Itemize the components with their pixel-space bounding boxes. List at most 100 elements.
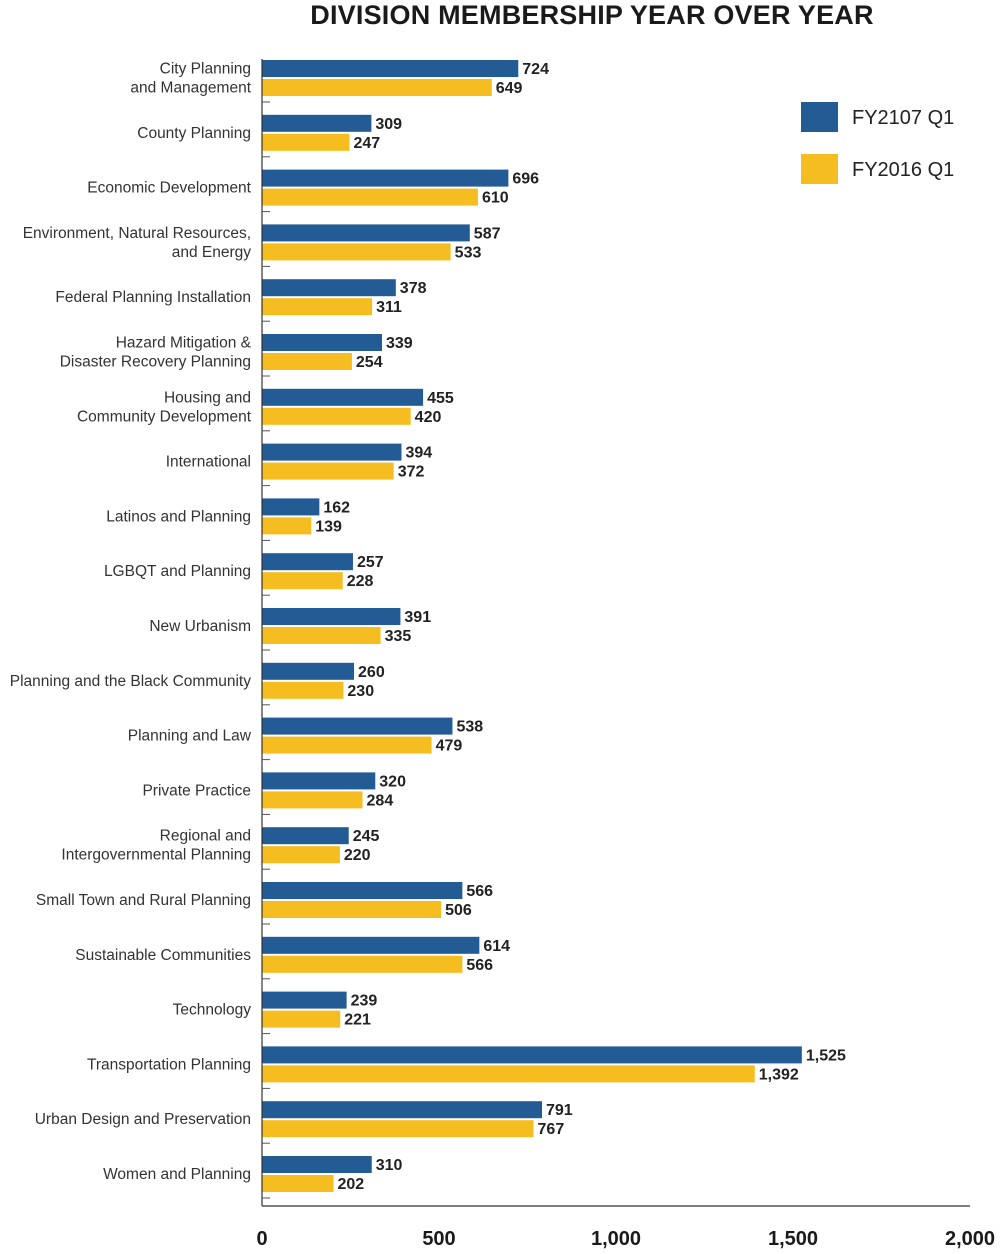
axes: [261, 59, 970, 1207]
bar: [262, 1046, 802, 1064]
value-label: 455: [427, 390, 454, 407]
value-label: 587: [474, 225, 501, 242]
bar: [262, 407, 411, 425]
bar: [262, 353, 352, 370]
chart-title: DIVISION MEMBERSHIP YEAR OVER YEAR: [310, 0, 873, 30]
bar: [262, 1120, 534, 1138]
value-label: 228: [347, 573, 374, 590]
value-label: 566: [466, 957, 493, 974]
category-label-line: New Urbanism: [149, 618, 251, 635]
bar: [262, 608, 401, 625]
category-label-line: International: [166, 454, 251, 471]
category-label-line: and Management: [130, 80, 251, 97]
category-label-line: Regional and: [160, 828, 251, 845]
legend-swatch: [801, 102, 838, 132]
bar: [262, 991, 347, 1009]
category-label: Planning and Law: [128, 728, 252, 745]
bar: [262, 443, 402, 461]
category-label-line: and Energy: [172, 244, 252, 261]
bar: [262, 1010, 341, 1028]
bar: [262, 388, 424, 406]
bar: [262, 553, 353, 571]
value-label: 372: [398, 464, 425, 481]
bar: [262, 60, 519, 77]
category-label: Sustainable Communities: [75, 947, 251, 964]
category-label-line: Economic Development: [87, 180, 251, 197]
bar: [262, 517, 312, 535]
bar: [262, 224, 470, 242]
category-label-line: Private Practice: [142, 782, 251, 799]
value-label: 310: [376, 1157, 403, 1174]
category-label-line: Planning and the Black Community: [10, 673, 251, 690]
x-tick-labels: 0 500 1,000 1,500 2,000: [256, 1228, 995, 1250]
bar: [262, 169, 509, 187]
bar: [262, 772, 376, 790]
bar: [262, 882, 463, 899]
category-label-line: Hazard Mitigation &: [116, 335, 252, 352]
value-label: 245: [353, 828, 380, 845]
value-label: 257: [357, 554, 384, 571]
legend-swatch: [801, 154, 838, 184]
value-label: 506: [445, 902, 472, 919]
category-label: Federal Planning Installation: [55, 289, 251, 306]
x-tick-label: 1,500: [768, 1228, 818, 1250]
bar: [262, 462, 394, 480]
category-label-line: LGBQT and Planning: [104, 563, 251, 580]
category-label-line: Urban Design and Preservation: [35, 1111, 251, 1128]
bar: [262, 243, 451, 261]
category-label-line: Federal Planning Installation: [55, 289, 251, 306]
bar: [262, 936, 480, 954]
value-label: 202: [338, 1176, 365, 1193]
bar: [262, 334, 383, 351]
value-label: 335: [385, 628, 412, 645]
value-label: 649: [496, 80, 523, 97]
value-label: 614: [483, 938, 510, 955]
category-label: Housing and Community Development: [77, 389, 252, 425]
legend-label: FY2107 Q1: [852, 107, 954, 129]
category-label: City Planning and Management: [130, 61, 251, 97]
category-label: Small Town and Rural Planning: [36, 892, 251, 909]
value-label: 767: [538, 1121, 565, 1138]
value-label: 391: [404, 609, 431, 626]
category-label-line: Planning and Law: [128, 728, 252, 745]
category-label: Technology: [173, 1002, 252, 1019]
value-label: 791: [546, 1102, 573, 1119]
value-label: 254: [356, 354, 383, 371]
value-label: 610: [482, 190, 509, 207]
category-label-line: Transportation Planning: [87, 1056, 251, 1073]
value-label: 1,525: [806, 1047, 846, 1064]
category-label-line: Latinos and Planning: [106, 508, 251, 525]
value-label: 311: [376, 299, 402, 316]
bar: [262, 1101, 543, 1119]
value-label: 566: [466, 883, 493, 900]
category-label: Environment, Natural Resources, and Energ…: [23, 225, 252, 261]
category-label: Economic Development: [87, 180, 251, 197]
category-label: LGBQT and Planning: [104, 563, 251, 580]
bar: [262, 298, 373, 316]
category-label-line: Technology: [173, 1002, 252, 1019]
category-label: Hazard Mitigation & Disaster Recovery Pla…: [60, 335, 252, 371]
category-label: International: [166, 454, 251, 471]
value-label: 284: [367, 792, 394, 809]
category-label-line: City Planning: [160, 61, 251, 78]
value-label: 696: [512, 171, 539, 188]
bar: [262, 572, 343, 590]
category-label-line: County Planning: [137, 125, 251, 142]
category-label-line: Intergovernmental Planning: [61, 847, 251, 864]
value-label: 339: [386, 335, 413, 352]
value-label: 221: [344, 1012, 371, 1029]
value-label: 139: [315, 518, 342, 535]
category-label: Private Practice: [142, 782, 251, 799]
category-label: Regional and Intergovernmental Planning: [61, 828, 251, 864]
value-label: 320: [379, 773, 406, 790]
bar: [262, 901, 442, 918]
value-label: 247: [353, 135, 380, 152]
bar: [262, 279, 396, 297]
legend-label: FY2016 Q1: [852, 159, 954, 181]
bar: [262, 681, 344, 699]
value-label: 1,392: [759, 1066, 799, 1083]
value-label: 260: [358, 664, 385, 681]
category-label-line: Women and Planning: [103, 1166, 251, 1183]
